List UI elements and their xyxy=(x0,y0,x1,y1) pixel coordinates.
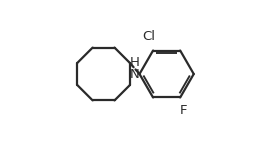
Text: F: F xyxy=(180,104,187,117)
Text: Cl: Cl xyxy=(143,30,155,43)
Text: H
N: H N xyxy=(130,56,140,81)
